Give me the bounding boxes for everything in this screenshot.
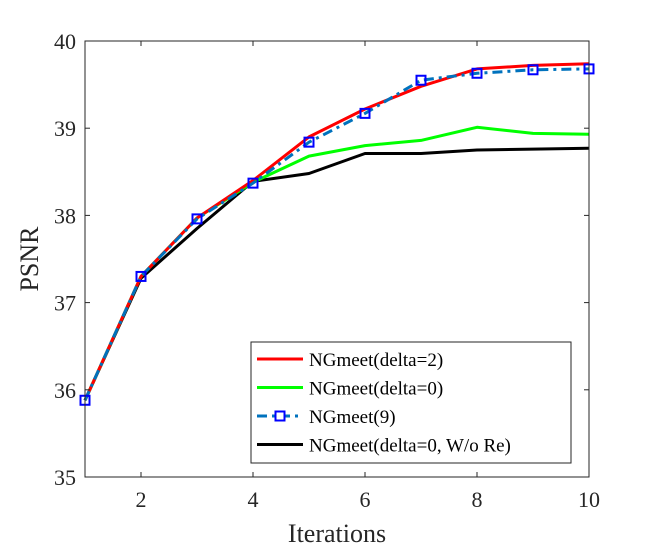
tick-layer: 2 4 6 8 10 35 36 37 38 39 40 [54, 29, 600, 512]
data-point-marker [247, 177, 259, 189]
legend-item: NGmeet(delta=0) [257, 379, 443, 400]
data-point-marker [415, 74, 427, 86]
y-tick-label: 35 [54, 465, 76, 490]
x-tick-label: 8 [472, 487, 483, 512]
legend-marker [274, 410, 286, 422]
data-point-marker [303, 136, 315, 148]
legend-label: NGmeet(delta=0, W/o Re) [309, 436, 511, 457]
legend: NGmeet(delta=2) NGmeet(delta=0) NGmeet(9) N… [250, 341, 572, 464]
data-point-marker [471, 67, 483, 79]
data-point-marker [527, 64, 539, 76]
x-tick-label: 2 [136, 487, 147, 512]
legend-label: NGmeet(9) [309, 407, 396, 428]
legend-label: NGmeet(delta=0) [309, 379, 443, 400]
y-tick-label: 39 [54, 116, 76, 141]
y-tick-label: 38 [54, 203, 76, 228]
data-point-marker [135, 270, 147, 282]
series-NGmeet(delta=0, W/o Re) [83, 146, 590, 401]
legend-item: NGmeet(delta=0, W/o Re) [257, 436, 511, 457]
legend-item: NGmeet(delta=2) [257, 350, 443, 371]
y-tick-label: 36 [54, 378, 76, 403]
series-line [83, 67, 590, 401]
data-point-marker [359, 107, 371, 119]
x-tick-label: 6 [360, 487, 371, 512]
y-axis-label: PSNR [15, 226, 44, 292]
x-tick-label: 10 [578, 487, 600, 512]
y-tick-label: 37 [54, 291, 76, 316]
x-tick-label: 4 [248, 487, 259, 512]
axes-box [84, 40, 590, 478]
legend-item: NGmeet(9) [257, 407, 396, 428]
legend-label: NGmeet(delta=2) [309, 350, 443, 371]
y-tick-label: 40 [54, 29, 76, 54]
x-axis-label: Iterations [288, 519, 386, 548]
legend-box [250, 341, 572, 464]
series-line [83, 146, 590, 401]
data-point-marker [191, 213, 203, 225]
axes-layer [84, 40, 590, 478]
